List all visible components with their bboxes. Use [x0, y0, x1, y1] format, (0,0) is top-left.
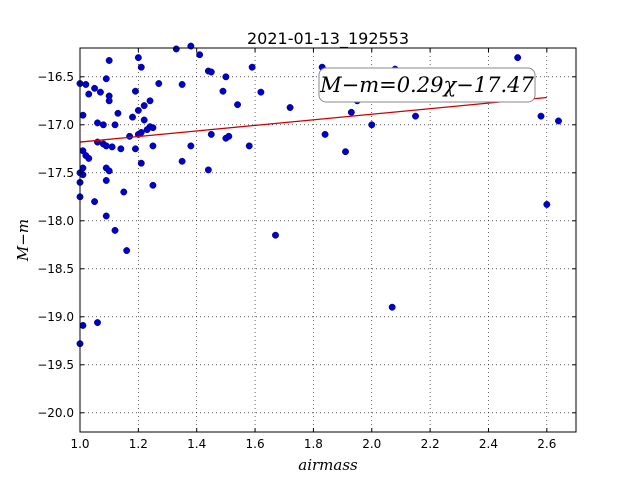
x-tick-label: 1.8: [304, 437, 323, 451]
data-point: [149, 124, 157, 132]
x-tick-label: 1.0: [70, 437, 89, 451]
data-point: [155, 80, 163, 87]
x-tick-label: 2.6: [537, 437, 556, 451]
data-point: [347, 108, 355, 116]
data-point: [105, 167, 113, 175]
data-point: [126, 132, 134, 140]
data-point: [105, 97, 113, 105]
data-point: [204, 166, 212, 174]
fit-equation-frame: [318, 67, 536, 103]
y-tick-label: −17.5: [37, 166, 74, 180]
x-tick-label: 2.0: [362, 437, 381, 451]
data-point: [225, 132, 233, 140]
data-point: [149, 142, 157, 150]
data-point: [514, 54, 522, 62]
data-point: [105, 57, 113, 64]
data-point: [321, 130, 329, 138]
data-point: [146, 97, 154, 105]
data-point: [257, 88, 265, 96]
y-axis-label: M−m: [14, 219, 32, 262]
data-point: [79, 321, 87, 329]
data-point: [143, 126, 151, 134]
data-point: [82, 81, 90, 88]
data-point: [102, 177, 110, 184]
x-tick-label: 1.2: [129, 437, 148, 451]
data-point: [412, 112, 419, 120]
data-point: [123, 247, 131, 255]
data-point: [222, 73, 230, 81]
data-point: [91, 84, 99, 92]
data-point: [99, 140, 107, 148]
fit-line: [79, 96, 547, 143]
x-tick-label: 1.4: [187, 437, 206, 451]
data-point: [117, 145, 125, 153]
plot-frame: [79, 47, 577, 433]
data-point: [79, 111, 87, 119]
data-point: [108, 143, 116, 151]
fit-equation-box: M−m=0.29χ−17.47: [318, 67, 536, 103]
y-tick-label: −17.0: [37, 118, 74, 132]
y-tick-label: −19.0: [37, 310, 74, 324]
data-point: [207, 130, 215, 138]
data-point: [172, 45, 180, 53]
chart-title: 2021-01-13_192553: [247, 29, 409, 49]
data-point: [140, 116, 148, 124]
data-point: [137, 159, 145, 167]
x-tick-label: 2.2: [421, 437, 440, 451]
data-point: [102, 75, 110, 83]
data-point: [94, 319, 101, 327]
data-point: [219, 87, 227, 95]
data-point: [207, 68, 215, 76]
data-point: [342, 148, 349, 156]
grid-lines: [79, 48, 576, 432]
data-point: [94, 119, 101, 127]
data-point: [114, 109, 122, 117]
data-point: [111, 121, 119, 129]
data-point: [137, 63, 145, 71]
y-tick-label: −20.0: [37, 406, 74, 420]
data-point: [85, 154, 93, 162]
data-point: [85, 90, 93, 98]
data-point: [245, 142, 253, 150]
data-point: [91, 198, 99, 206]
axis-ticks: 1.0 1.2 1.4 1.6 1.8 2.0 2.2 2.4 2.6 −16.5 −17.0 −17…: [37, 48, 576, 451]
data-point: [111, 226, 119, 234]
data-point: [178, 81, 186, 88]
y-tick-label: −16.5: [37, 70, 74, 84]
data-point: [134, 106, 142, 114]
data-point: [96, 88, 104, 96]
y-tick-label: −19.5: [37, 358, 74, 372]
data-point: [286, 104, 294, 111]
data-point: [187, 142, 195, 150]
data-point: [134, 54, 142, 62]
data-point: [543, 201, 551, 208]
data-point: [140, 102, 148, 110]
data-point: [368, 121, 376, 129]
data-point: [120, 188, 128, 196]
data-point: [272, 231, 279, 239]
fit-equation-text: M−m=0.29χ−17.47: [319, 73, 534, 97]
data-point: [555, 117, 562, 125]
data-point: [388, 303, 396, 311]
data-point: [129, 113, 136, 121]
data-point: [131, 145, 139, 153]
data-point: [149, 181, 157, 189]
data-point: [537, 112, 545, 120]
data-point: [131, 87, 139, 95]
data-point: [234, 101, 242, 109]
data-point: [248, 63, 256, 71]
y-tick-label: −18.0: [37, 214, 74, 228]
x-tick-label: 2.4: [479, 437, 498, 451]
data-point: [102, 212, 110, 220]
data-point: [99, 121, 107, 129]
x-tick-label: 1.6: [246, 437, 265, 451]
data-point: [178, 157, 186, 165]
x-axis-label: airmass: [298, 456, 358, 474]
y-tick-label: −18.5: [37, 262, 74, 276]
data-point: [196, 51, 204, 59]
